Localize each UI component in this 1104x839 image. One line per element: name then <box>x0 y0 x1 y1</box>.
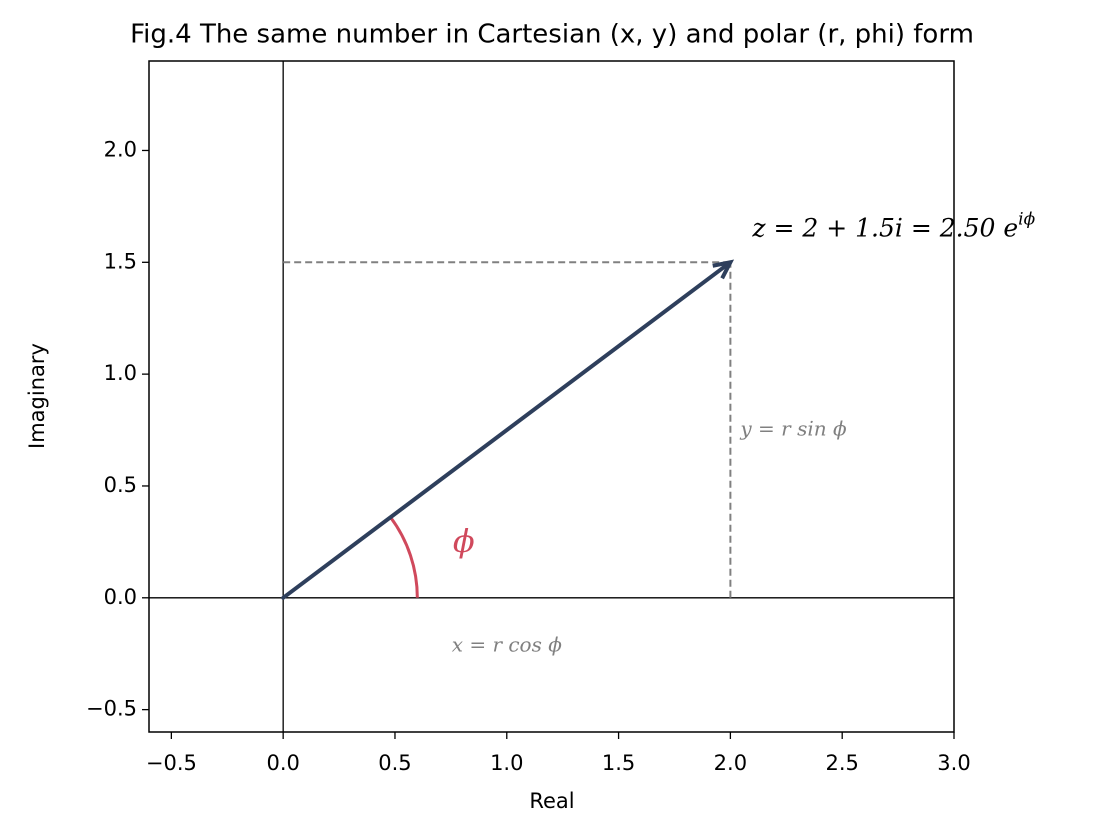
y-tick-label: 1.5 <box>104 249 137 273</box>
z-label-text: z = 2 + 1.5i = 2.50 e <box>751 213 1018 242</box>
x-tick-label: 2.5 <box>825 751 858 775</box>
z-label-superscript: iϕ <box>1018 209 1035 229</box>
chart-title: Fig.4 The same number in Cartesian (x, y… <box>130 20 974 50</box>
x-tick-label: 1.0 <box>490 751 523 775</box>
y-tick-label: 2.0 <box>104 137 137 161</box>
y-projection-label: y = r sin ϕ <box>739 417 847 441</box>
x-projection-label: x = r cos ϕ <box>452 632 563 656</box>
y-tick-label: 1.0 <box>104 361 137 385</box>
x-tick-label: 2.0 <box>714 751 747 775</box>
axes-frame <box>148 60 955 733</box>
y-tick-label: −0.5 <box>86 697 137 721</box>
x-tick-label: 1.5 <box>602 751 635 775</box>
y-tick-label: 0.0 <box>104 585 137 609</box>
angle-label: ϕ <box>453 522 475 560</box>
z-label: z = 2 + 1.5i = 2.50 eiϕ <box>751 209 1035 242</box>
y-tick-label: 0.5 <box>104 473 137 497</box>
arrow-head <box>712 259 735 280</box>
x-tick-label: 3.0 <box>937 751 970 775</box>
x-tick-label: −0.5 <box>146 751 197 775</box>
y-axis-label: Imaginary <box>25 343 49 449</box>
angle-arc <box>389 516 419 598</box>
x-tick-label: 0.5 <box>378 751 411 775</box>
x-axis-label: Real <box>529 789 574 813</box>
x-tick-label: 0.0 <box>266 751 299 775</box>
vector <box>281 262 730 600</box>
